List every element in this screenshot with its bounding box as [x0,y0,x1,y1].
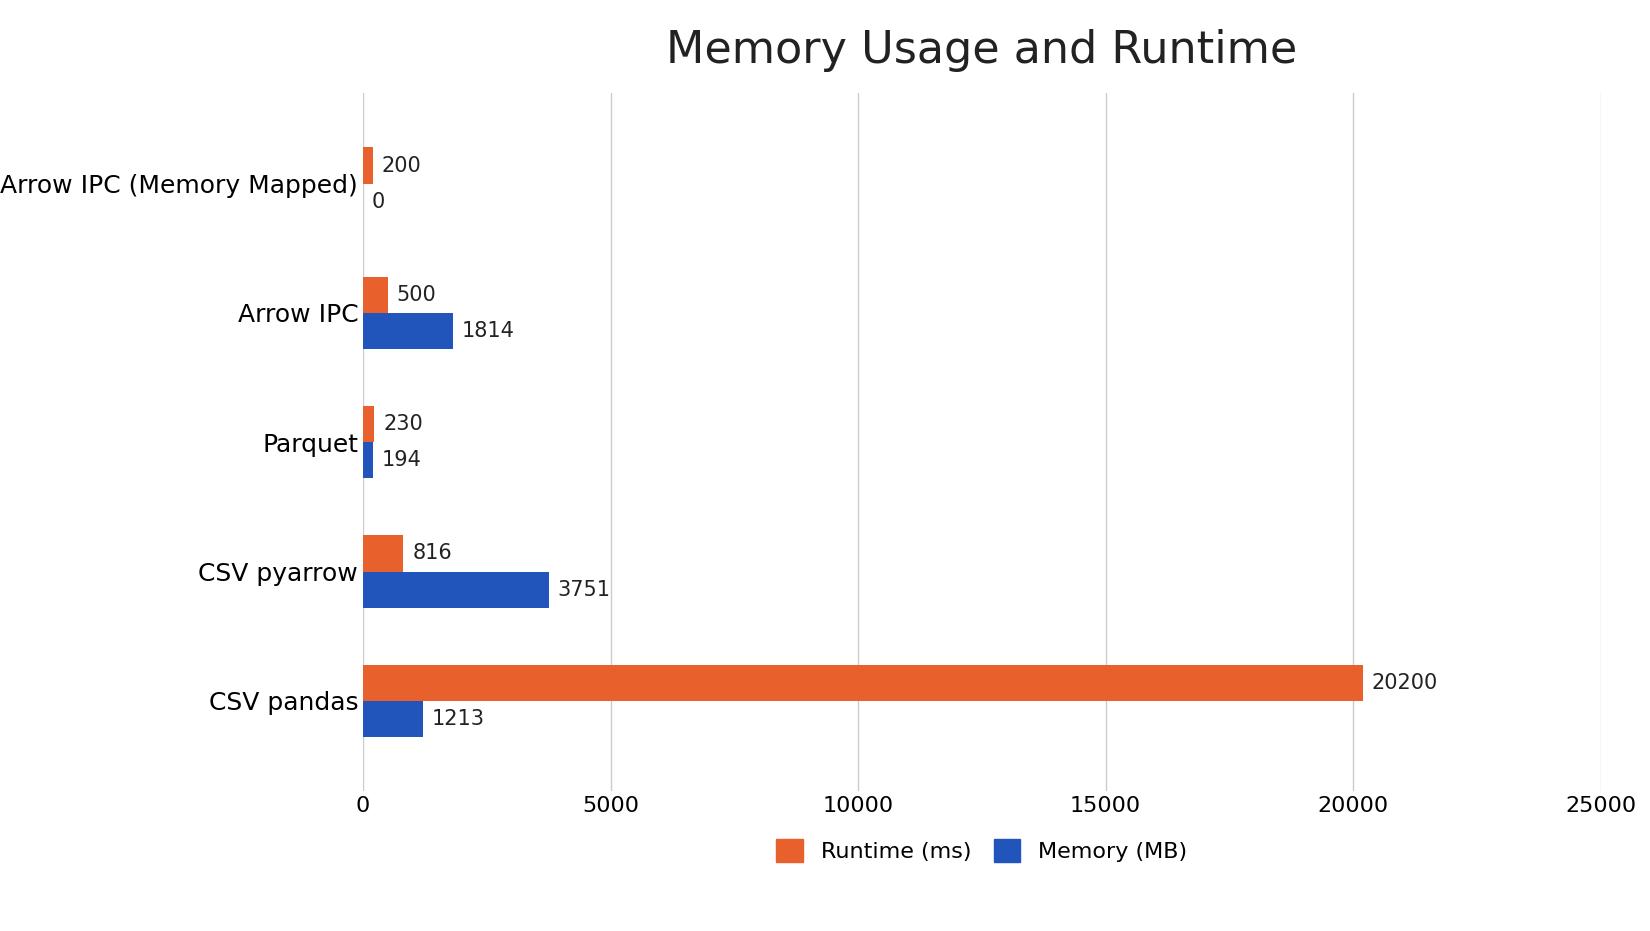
Text: 230: 230 [383,414,422,434]
Bar [363,535,403,572]
Bar [363,406,375,442]
Legend: Runtime (ms), Memory (MB): Runtime (ms), Memory (MB) [767,830,1196,871]
Text: 1814: 1814 [462,321,515,341]
Bar [363,701,422,737]
Text: 816: 816 [412,544,452,563]
Title: Memory Usage and Runtime: Memory Usage and Runtime [667,29,1297,72]
Text: 0: 0 [371,192,384,211]
Text: 3751: 3751 [558,580,610,600]
Text: 500: 500 [396,285,436,304]
Text: 200: 200 [381,155,421,176]
Bar [363,665,1363,701]
Text: 194: 194 [381,451,421,470]
Bar [363,277,388,313]
Bar [363,572,549,608]
Text: 1213: 1213 [432,708,485,729]
Bar [363,313,452,349]
Bar [363,442,373,479]
Bar [363,147,373,183]
Text: 20200: 20200 [1371,673,1439,693]
